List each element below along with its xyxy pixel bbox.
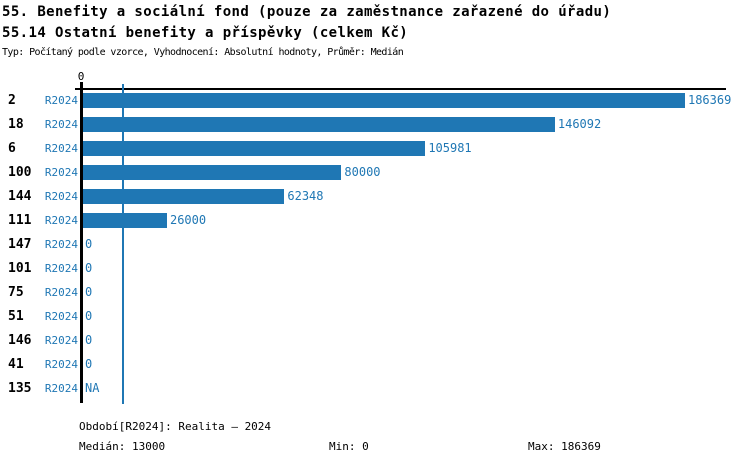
- footer-median: Medián: 13000: [79, 440, 166, 453]
- row-period-label: R2024: [44, 334, 78, 347]
- chart-title: 55. Benefity a sociální fond (pouze za z…: [2, 4, 612, 20]
- row-period-label: R2024: [44, 118, 78, 131]
- bar-value-label: 0: [85, 237, 93, 251]
- bar-value-label: NA: [85, 381, 100, 395]
- bar-value-label: 0: [85, 309, 93, 323]
- row-category-label: 100: [8, 165, 32, 180]
- bar: [83, 189, 285, 204]
- bar-value-label: 0: [85, 333, 93, 347]
- row-period-label: R2024: [44, 238, 78, 251]
- median-line: [121, 84, 124, 404]
- chart-subtitle: 55.14 Ostatní benefity a příspěvky (celk…: [2, 25, 409, 41]
- bar-value-label: 146092: [557, 117, 602, 131]
- row-period-label: R2024: [44, 358, 78, 371]
- row-category-label: 147: [8, 237, 32, 252]
- row-period-label: R2024: [44, 382, 78, 395]
- row-category-label: 75: [8, 285, 24, 300]
- x-axis-line: [75, 88, 726, 90]
- row-category-label: 51: [8, 309, 24, 324]
- bar: [83, 165, 342, 180]
- bar-value-label: 80000: [344, 165, 381, 179]
- chart-meta: Typ: Počítaný podle vzorce, Vyhodnocení:…: [2, 47, 404, 58]
- row-category-label: 2: [8, 93, 16, 108]
- row-period-label: R2024: [44, 214, 78, 227]
- row-category-label: 41: [8, 357, 24, 372]
- row-period-label: R2024: [44, 94, 78, 107]
- row-period-label: R2024: [44, 310, 78, 323]
- row-category-label: 144: [8, 189, 32, 204]
- row-category-label: 146: [8, 333, 32, 348]
- footer-min: Min: 0: [329, 440, 369, 453]
- bar-value-label: 0: [85, 357, 93, 371]
- bar-value-label: 26000: [169, 213, 207, 227]
- row-period-label: R2024: [44, 190, 78, 203]
- row-category-label: 111: [8, 213, 32, 228]
- row-period-label: R2024: [44, 286, 78, 299]
- footer-max: Max: 186369: [528, 440, 601, 453]
- y-axis-line: [79, 82, 83, 403]
- bar-value-label: 0: [85, 261, 93, 275]
- bar: [83, 117, 555, 132]
- row-category-label: 135: [8, 381, 32, 396]
- row-category-label: 101: [8, 261, 32, 276]
- bar: [83, 213, 167, 228]
- bar-value-label: 186369: [687, 93, 732, 107]
- row-category-label: 18: [8, 117, 24, 132]
- bar: [83, 141, 426, 156]
- row-period-label: R2024: [44, 262, 78, 275]
- bar-value-label: 105981: [428, 141, 472, 155]
- row-period-label: R2024: [44, 166, 78, 179]
- bar-value-label: 0: [85, 285, 93, 299]
- x-axis-zero-tick-label: 0: [77, 70, 85, 83]
- row-period-label: R2024: [44, 142, 78, 155]
- row-category-label: 6: [8, 141, 16, 156]
- bar: [83, 93, 685, 108]
- bar-value-label: 62348: [287, 189, 324, 203]
- footer-period: Období[R2024]: Realita – 2024: [79, 420, 272, 433]
